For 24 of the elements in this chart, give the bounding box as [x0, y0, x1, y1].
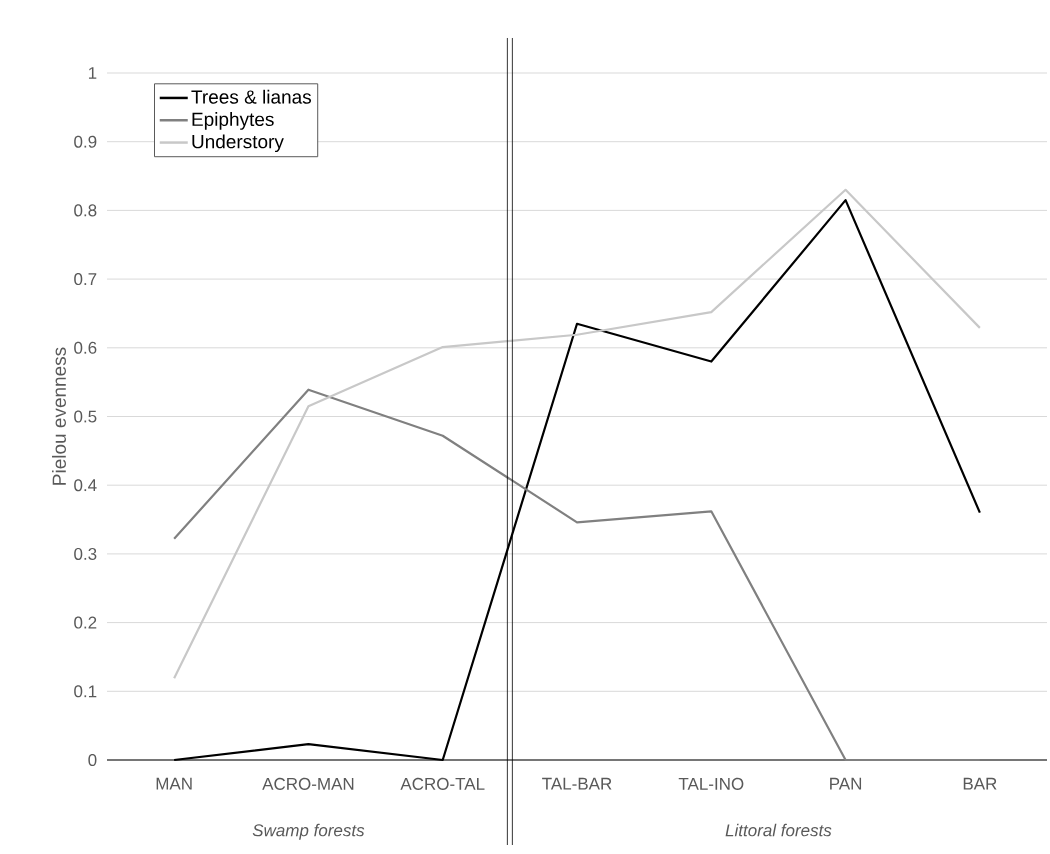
x-tick-label: ACRO-MAN [262, 777, 354, 790]
x-tick-label: TAL-BAR [542, 777, 612, 790]
legend-label: Understory [192, 134, 284, 153]
y-tick-label: 0.4 [74, 479, 97, 492]
text: Littoral forests [725, 823, 832, 837]
y-tick-label: 0.9 [74, 135, 97, 148]
y-tick-label: 0.1 [74, 685, 97, 698]
y-tick-label: 0.3 [74, 547, 97, 560]
y-tick-label: 0.8 [74, 204, 97, 217]
y-tick-label: 1 [88, 67, 97, 79]
x-tick-label: MAN [156, 777, 192, 790]
x-tick-label: BAR [963, 777, 997, 790]
y-tick-label: 0.7 [74, 273, 97, 286]
x-tick-label: ACRO-TAL [400, 777, 485, 790]
x-tick-label: TAL-INO [678, 777, 744, 790]
y-tick-label: 0 [88, 753, 97, 767]
legend-label: Epiphytes [192, 112, 274, 130]
y-tick-label: 0.5 [74, 410, 97, 423]
y-tick-label: 0.2 [74, 616, 97, 629]
text: Swamp forests [252, 823, 365, 840]
y-axis-title: Pielou evenness [52, 347, 66, 485]
legend-label: Trees & lianas [191, 89, 311, 104]
x-tick-label: PAN [830, 777, 862, 790]
y-tick-label: 0.6 [74, 341, 97, 354]
